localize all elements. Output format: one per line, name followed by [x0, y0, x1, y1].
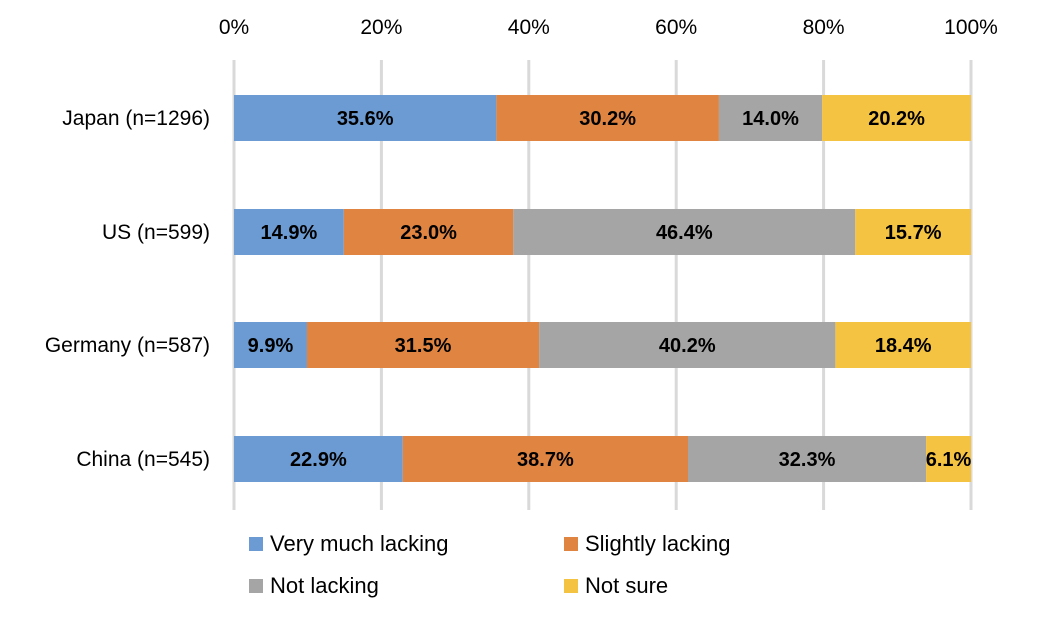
data-label: 20.2%	[868, 108, 925, 130]
bars: 35.6% 30.2% 14.0% 20.2% 14.9% 23.0% 46.4% 15.7%…	[234, 95, 972, 482]
legend-label: Slightly lacking	[585, 531, 731, 556]
data-label: 40.2%	[659, 335, 716, 357]
bar-segment	[343, 209, 514, 255]
data-label: 46.4%	[656, 222, 713, 244]
bar-segment	[822, 95, 971, 141]
category-label: Germany (n=587)	[45, 334, 210, 357]
x-tick-label: 80%	[803, 16, 845, 39]
data-label: 18.4%	[875, 335, 932, 357]
bar-segment	[513, 209, 856, 255]
legend-swatch	[564, 579, 578, 593]
data-label: 32.3%	[779, 449, 836, 471]
bar-segment	[835, 322, 971, 368]
data-label: 6.1%	[926, 449, 972, 471]
data-label: 15.7%	[885, 222, 942, 244]
bar-segment	[234, 436, 403, 482]
bar-segment	[306, 322, 540, 368]
x-tick-label: 0%	[219, 16, 249, 39]
bar-segment	[718, 95, 823, 141]
bar-segment	[234, 322, 307, 368]
bar-segment	[402, 436, 688, 482]
bar-segment	[926, 436, 971, 482]
data-label: 22.9%	[290, 449, 347, 471]
y-axis-categories: Japan (n=1296) US (n=599) Germany (n=587) C…	[45, 107, 210, 471]
category-label: China (n=545)	[76, 448, 210, 471]
bar-segment	[234, 95, 497, 141]
data-label: 23.0%	[400, 222, 457, 244]
bar-segment	[539, 322, 836, 368]
category-label: Japan (n=1296)	[62, 107, 210, 130]
data-label: 9.9%	[248, 335, 294, 357]
data-label: 30.2%	[579, 108, 636, 130]
legend: Very much lacking Slightly lacking Not lac…	[249, 531, 731, 598]
legend-label: Not lacking	[270, 573, 379, 598]
data-label: 38.7%	[517, 449, 574, 471]
category-label: US (n=599)	[102, 221, 210, 244]
data-label: 31.5%	[395, 335, 452, 357]
legend-label: Very much lacking	[270, 531, 449, 556]
data-label: 35.6%	[337, 108, 394, 130]
bar-segment	[496, 95, 719, 141]
bar-segment	[687, 436, 927, 482]
x-axis-ticks: 0% 20% 40% 60% 80% 100%	[219, 16, 998, 39]
bar-segment	[234, 209, 344, 255]
legend-swatch	[249, 579, 263, 593]
x-tick-label: 40%	[508, 16, 550, 39]
legend-label: Not sure	[585, 573, 668, 598]
data-label: 14.0%	[742, 108, 799, 130]
x-tick-label: 20%	[360, 16, 402, 39]
legend-swatch	[564, 537, 578, 551]
legend-swatch	[249, 537, 263, 551]
data-label: 14.9%	[261, 222, 318, 244]
x-tick-label: 60%	[655, 16, 697, 39]
x-tick-label: 100%	[944, 16, 998, 39]
bar-segment	[855, 209, 971, 255]
